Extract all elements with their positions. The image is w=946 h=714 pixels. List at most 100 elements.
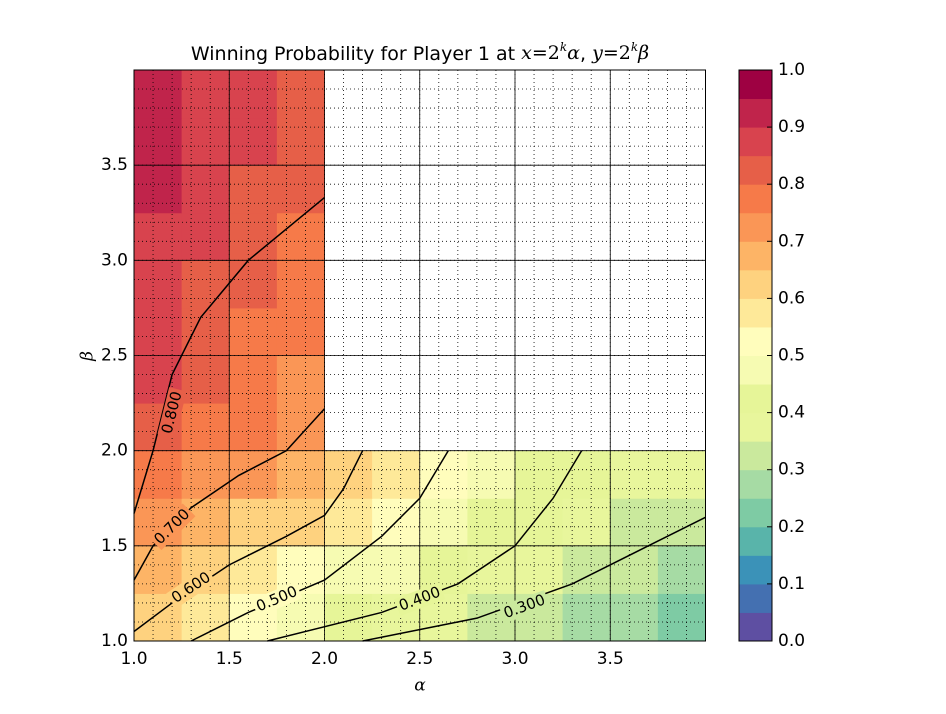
contour-line [133, 450, 364, 633]
contour-cell [229, 403, 278, 452]
colorbar-tick-label: 0.6 [778, 288, 805, 308]
contour-cell [276, 498, 325, 547]
y-tick-label: 3.0 [101, 250, 128, 270]
contour-cell [467, 498, 516, 547]
contour-cell [229, 117, 278, 166]
plot-frame [133, 69, 706, 642]
contour-cell [134, 117, 183, 166]
colorbar-band [739, 269, 772, 299]
contour-cell [181, 450, 230, 499]
contour-cell [229, 70, 278, 119]
x-tick-label: 1.5 [216, 649, 243, 669]
contour-cell [276, 403, 325, 452]
colorbar-band [739, 241, 772, 271]
contour-line [190, 450, 449, 642]
contour-cell [229, 260, 278, 309]
contour-cell [181, 403, 230, 452]
contour-cell [134, 212, 183, 261]
contour-cell [372, 545, 421, 594]
contour-cell [515, 545, 564, 594]
colorbar-tick-label: 0.2 [778, 517, 805, 537]
contour-cell [657, 593, 706, 642]
contour-label-bg [394, 582, 446, 616]
y-tick-label: 1.0 [101, 631, 128, 651]
chart-title: Winning Probability for Player 1 at x=2k… [191, 40, 649, 65]
contour-cell [419, 498, 468, 547]
colorbar-frame [738, 69, 773, 642]
contour-cell [419, 545, 468, 594]
contour-cell [181, 307, 230, 356]
contour-label-bg [166, 566, 217, 609]
colorbar-tick-label: 0.7 [778, 231, 805, 251]
title-part: β [637, 42, 649, 64]
x-tick-label: 2.5 [406, 649, 433, 669]
contour-cell [610, 545, 659, 594]
contour-cell [229, 212, 278, 261]
colorbar-band [739, 498, 772, 528]
contour-cell [181, 165, 230, 214]
title-part: =2 [532, 42, 560, 64]
contour-line [133, 196, 325, 514]
colorbar-band [739, 526, 772, 556]
contour-cell [467, 545, 516, 594]
contour-cell [657, 545, 706, 594]
y-axis-label: β [78, 351, 98, 362]
contour-line [267, 450, 583, 642]
x-tick-label: 3.0 [501, 649, 528, 669]
contour-cell [276, 450, 325, 499]
title-part: y [591, 42, 603, 64]
title-part: k [631, 40, 638, 54]
colorbar-tick-label: 0.9 [778, 117, 805, 137]
contour-cell [181, 355, 230, 404]
colorbar-tick-label: 0.0 [778, 631, 805, 651]
contour-cell [181, 117, 230, 166]
title-part: , [580, 43, 592, 65]
contour-cell [562, 498, 611, 547]
contour-label-bg [251, 581, 303, 617]
title-part: x [521, 42, 532, 64]
contour-cell [229, 355, 278, 404]
colorbar-tick-label: 0.3 [778, 460, 805, 480]
colorbar-tick-label: 0.4 [778, 403, 805, 423]
contour-cell [134, 450, 183, 499]
contour-cell [276, 260, 325, 309]
colorbar-tick-label: 0.8 [778, 174, 805, 194]
contour-cell [134, 307, 183, 356]
colorbar-band [739, 184, 772, 214]
colorbar-band [739, 127, 772, 157]
colorbar-tick-label: 1.0 [778, 60, 805, 80]
contour-cell [276, 545, 325, 594]
contour-cell [229, 307, 278, 356]
contour-cell [610, 498, 659, 547]
x-tick-label: 3.5 [597, 649, 624, 669]
contour-cell [134, 545, 183, 594]
contour-cell [276, 165, 325, 214]
y-tick-label: 3.5 [101, 155, 128, 175]
title-part: =2 [603, 42, 631, 64]
contour-cell [229, 450, 278, 499]
x-tick-label: 2.0 [311, 649, 338, 669]
x-axis-label: α [414, 676, 426, 696]
contour-label-bg [148, 503, 196, 551]
contour-cell [657, 450, 706, 499]
contour-label-bg [157, 387, 187, 439]
y-tick-label: 2.5 [101, 346, 128, 366]
colorbar-band [739, 355, 772, 385]
colorbar-band [739, 384, 772, 414]
title-part: α [567, 42, 580, 64]
contour-line [362, 516, 706, 642]
contour-label-bg [498, 590, 551, 624]
title-part: Winning Probability for Player 1 at [191, 43, 521, 65]
contour-cell [229, 545, 278, 594]
colorbar-band [739, 298, 772, 328]
contour-cell [324, 545, 373, 594]
contour-line [133, 408, 326, 581]
colorbar-band [739, 212, 772, 242]
contour-cell [134, 165, 183, 214]
contour-cell [229, 498, 278, 547]
contour-cell [372, 450, 421, 499]
colorbar-tick-label: 0.5 [778, 346, 805, 366]
contour-cell [562, 545, 611, 594]
y-tick-label: 1.5 [101, 536, 128, 556]
